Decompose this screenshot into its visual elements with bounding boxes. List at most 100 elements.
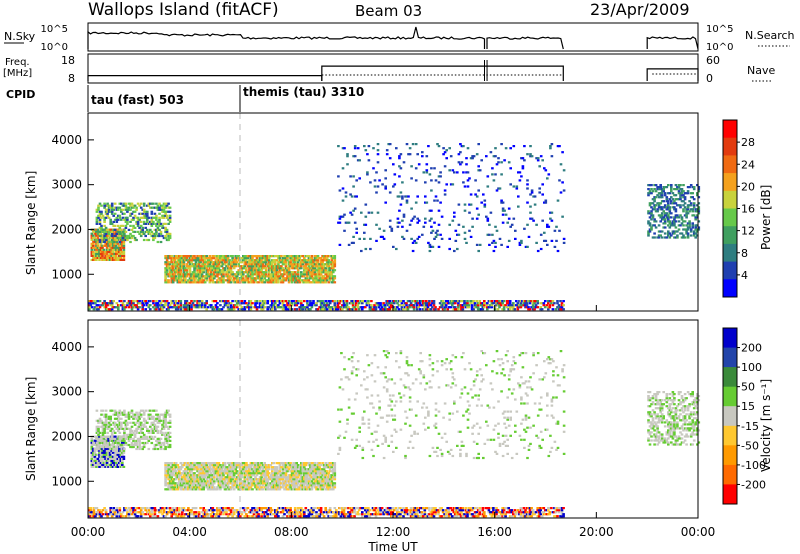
echo-cell (280, 267, 283, 270)
echo-cell (274, 269, 277, 272)
echo-cell (96, 236, 100, 239)
echo-cell (188, 269, 192, 272)
echo-cell (110, 238, 114, 242)
echo-cell (387, 143, 390, 146)
echo-cell (381, 183, 384, 186)
echo-cell (126, 234, 129, 238)
echo-cell (139, 425, 143, 428)
echo-cell (500, 199, 503, 202)
echo-cell (187, 279, 190, 282)
echo-cell (93, 457, 97, 460)
echo-cell (425, 304, 428, 307)
echo-cell (411, 241, 415, 244)
echo-cell (118, 421, 122, 424)
echo-cell (376, 143, 380, 146)
echo-cell (124, 425, 128, 428)
echo-cell (686, 226, 690, 229)
echo-cell (124, 415, 128, 418)
echo-cell (95, 240, 98, 243)
echo-cell (318, 273, 321, 276)
echo-cell (202, 474, 205, 477)
echo-cell (333, 269, 337, 272)
echo-cell (136, 419, 140, 422)
echo-cell (686, 206, 690, 209)
echo-cell (124, 437, 128, 440)
echo-cell (115, 411, 119, 414)
echo-cell (378, 227, 381, 230)
echo-cell (339, 300, 343, 303)
echo-cell (98, 300, 102, 303)
echo-cell (167, 281, 170, 284)
echo-cell (473, 304, 477, 307)
echo-cell (133, 429, 137, 432)
echo-cell (210, 480, 213, 483)
echo-cell (498, 187, 502, 190)
echo-cell (168, 415, 172, 418)
echo-cell (104, 244, 107, 247)
echo-cell (173, 257, 176, 260)
echo-cell (155, 218, 158, 221)
echo-cell (196, 269, 199, 272)
echo-cell (118, 202, 122, 205)
echo-cell (533, 308, 536, 311)
echo-cell (689, 184, 693, 187)
echo-cell (171, 468, 175, 471)
echo-cell (182, 279, 186, 282)
echo-cell (402, 215, 406, 218)
echo-cell (245, 275, 248, 278)
echo-cell (653, 220, 656, 223)
echo-cell (135, 306, 138, 309)
echo-cell (168, 261, 172, 264)
echo-cell (193, 257, 196, 260)
echo-cell (388, 143, 392, 146)
echo-cell (194, 306, 198, 309)
echo-cell (118, 409, 122, 412)
echo-cell (147, 230, 151, 233)
echo-cell (90, 244, 94, 247)
echo-cell (219, 281, 222, 284)
echo-cell (184, 462, 187, 465)
echo-cell (694, 208, 697, 211)
echo-cell (150, 431, 154, 434)
echo-cell (104, 425, 108, 428)
echo-cell (243, 259, 247, 262)
echo-cell (104, 250, 107, 253)
echo-cell (199, 478, 202, 481)
echo-cell (443, 189, 447, 192)
echo-cell (109, 439, 112, 442)
echo-cell (226, 306, 230, 309)
echo-cell (264, 263, 268, 266)
echo-cell (673, 194, 676, 197)
echo-cell (123, 304, 126, 307)
echo-cell (107, 210, 111, 213)
echo-cell (194, 265, 198, 268)
echo-cell (665, 216, 669, 219)
echo-cell (243, 279, 247, 282)
echo-cell (500, 243, 503, 246)
echo-cell (688, 200, 691, 203)
echo-cell (260, 257, 263, 260)
echo-cell (135, 208, 138, 211)
echo-cell (301, 279, 305, 282)
echo-cell (171, 275, 175, 278)
echo-cell (103, 234, 106, 238)
echo-cell (293, 259, 297, 262)
echo-cell (465, 171, 468, 174)
echo-cell (315, 273, 318, 276)
echo-cell (454, 308, 457, 311)
echo-cell (415, 302, 419, 305)
echo-cell (206, 470, 210, 473)
echo-cell (138, 411, 141, 414)
echo-cell (118, 413, 122, 416)
echo-cell (327, 267, 330, 270)
echo-cell (647, 184, 650, 187)
echo-cell (216, 271, 219, 274)
echo-cell (343, 213, 346, 216)
echo-cell (176, 306, 180, 309)
echo-cell (309, 257, 312, 260)
echo-cell (674, 226, 678, 229)
echo-cell (92, 250, 95, 253)
echo-cell (416, 237, 419, 240)
echo-cell (377, 302, 381, 305)
echo-cell (286, 257, 289, 260)
